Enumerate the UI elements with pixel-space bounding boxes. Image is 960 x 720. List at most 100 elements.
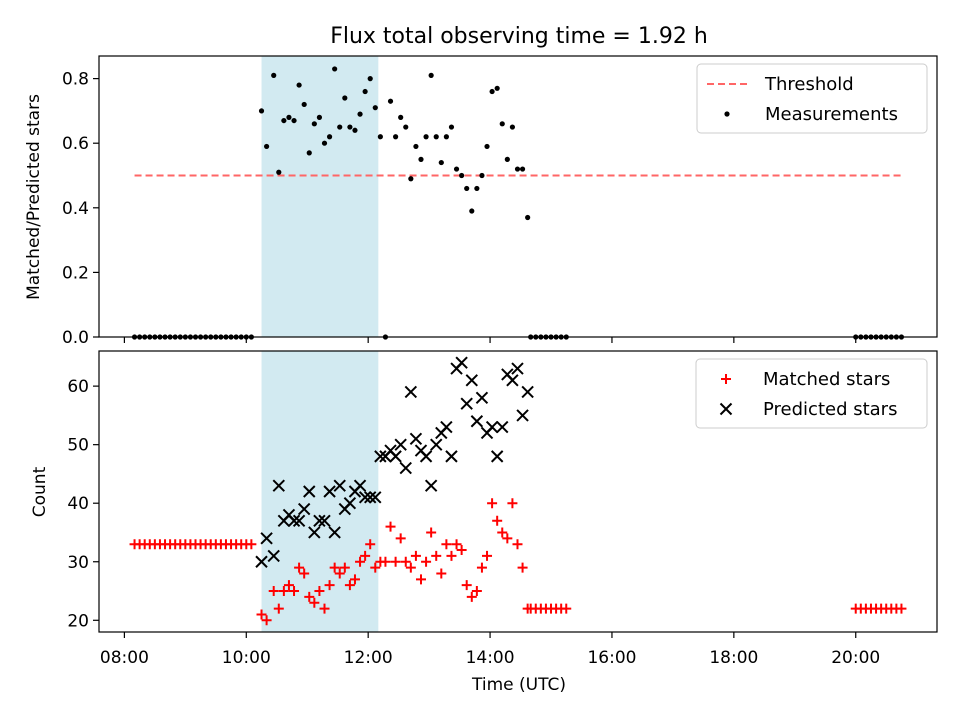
matched-star-point xyxy=(421,556,432,567)
matched-star-point xyxy=(278,586,289,597)
matched-star-point xyxy=(355,556,366,567)
matched-star-point xyxy=(344,580,355,591)
matched-star-point xyxy=(390,556,401,567)
measurement-point xyxy=(525,214,531,221)
matched-star-point xyxy=(517,562,528,573)
predicted-star-point xyxy=(516,409,529,422)
measurement-point xyxy=(276,169,282,175)
matched-star-point xyxy=(456,545,467,556)
measurement-point xyxy=(264,143,270,150)
matched-star-point xyxy=(466,591,477,602)
xtick-label: 14:00 xyxy=(466,648,515,668)
predicted-star-point xyxy=(394,438,407,451)
matched-star-point xyxy=(896,603,907,614)
matched-star-point xyxy=(365,539,376,550)
matched-star-point xyxy=(334,568,345,579)
predicted-star-point xyxy=(521,385,534,399)
matched-star-point xyxy=(482,550,493,561)
predicted-star-point xyxy=(409,432,423,446)
bottom-ytick-label: 50 xyxy=(67,436,89,456)
predicted-star-point xyxy=(255,555,268,568)
x-axis-label: Time (UTC) xyxy=(471,675,566,695)
top-ytick-label: 0.6 xyxy=(62,134,89,154)
measurement-point xyxy=(519,166,526,172)
predicted-star-point xyxy=(292,514,306,527)
bottom-y-axis-label: Count xyxy=(30,466,50,517)
measurement-point xyxy=(484,143,490,150)
measurement-point xyxy=(448,124,455,130)
measurement-point xyxy=(479,172,485,179)
xtick-label: 20:00 xyxy=(831,648,880,668)
matched-star-point xyxy=(497,527,508,538)
predicted-star-point xyxy=(363,491,377,504)
xtick-label: 10:00 xyxy=(222,648,271,668)
predicted-star-point xyxy=(490,450,504,463)
measurement-point xyxy=(413,143,419,150)
predicted-star-point xyxy=(272,479,285,492)
measurement-point xyxy=(438,159,444,166)
legend-predicted-label: Predicted stars xyxy=(763,399,897,420)
measurement-point xyxy=(443,134,449,140)
legend-measurement-swatch xyxy=(724,111,730,117)
matched-star-point xyxy=(436,568,447,579)
measurement-point xyxy=(504,156,510,162)
measurement-point xyxy=(296,82,302,88)
matched-star-point xyxy=(410,550,421,561)
bottom-panel: 20 30 40 50 60 08:00 10:00 12:00 14:00 16:00 18:00… xyxy=(30,350,938,695)
bottom-ytick-label: 40 xyxy=(67,494,89,514)
predicted-star-point xyxy=(297,502,311,516)
bottom-axes-frame xyxy=(98,350,938,633)
matched-star-point xyxy=(487,498,498,509)
predicted-star-point xyxy=(455,356,468,369)
measurement-point xyxy=(423,134,429,140)
matched-star-point xyxy=(385,521,396,532)
matched-star-point xyxy=(283,580,294,591)
matched-star-point xyxy=(476,562,487,573)
matched-star-point xyxy=(304,591,315,602)
xtick-label: 16:00 xyxy=(587,648,636,668)
predicted-star-point xyxy=(419,450,433,463)
predicted-star-point xyxy=(369,491,382,504)
measurement-point xyxy=(291,117,297,124)
matched-star-point xyxy=(273,603,284,614)
matched-star-point xyxy=(507,498,518,509)
predicted-star-point xyxy=(440,420,453,434)
measurement-point xyxy=(398,114,404,120)
matched-star-point xyxy=(405,562,416,573)
measurement-point xyxy=(347,124,353,130)
legend-measurement-label: Measurements xyxy=(765,104,898,125)
bottom-ytick-label: 60 xyxy=(67,377,89,397)
matched-star-point xyxy=(426,527,437,538)
matched-star-point xyxy=(415,574,426,585)
observing-window-shade xyxy=(261,56,379,337)
measurement-point xyxy=(352,127,358,133)
measurement-point xyxy=(372,105,378,111)
matched-star-point xyxy=(339,562,350,573)
measurement-point xyxy=(514,166,521,172)
bottom-legend: Matched stars Predicted stars xyxy=(695,358,928,429)
predicted-star-point xyxy=(267,549,280,563)
measurement-point xyxy=(311,121,317,127)
legend-box xyxy=(696,63,928,134)
measurement-point xyxy=(326,134,333,140)
top-ytick-label: 0.0 xyxy=(62,328,89,348)
matched-star-point xyxy=(492,515,503,526)
measurement-point xyxy=(408,176,414,182)
measurement-point xyxy=(258,108,265,114)
predicted-star-point xyxy=(465,374,478,387)
predicted-star-point xyxy=(511,362,524,375)
matched-star-point xyxy=(471,586,482,597)
predicted-star-point xyxy=(389,450,402,463)
predicted-star-point xyxy=(496,420,509,434)
predicted-star-point xyxy=(475,391,489,405)
predicted-star-point xyxy=(404,385,418,399)
measurement-point xyxy=(271,72,277,78)
measurement-point xyxy=(494,85,500,91)
measurement-point xyxy=(377,134,383,140)
predicted-star-point xyxy=(318,514,331,527)
top-axes-frame xyxy=(98,55,938,338)
measurement-point xyxy=(306,150,312,156)
legend-box xyxy=(695,358,928,429)
predicted-star-point xyxy=(287,514,301,527)
